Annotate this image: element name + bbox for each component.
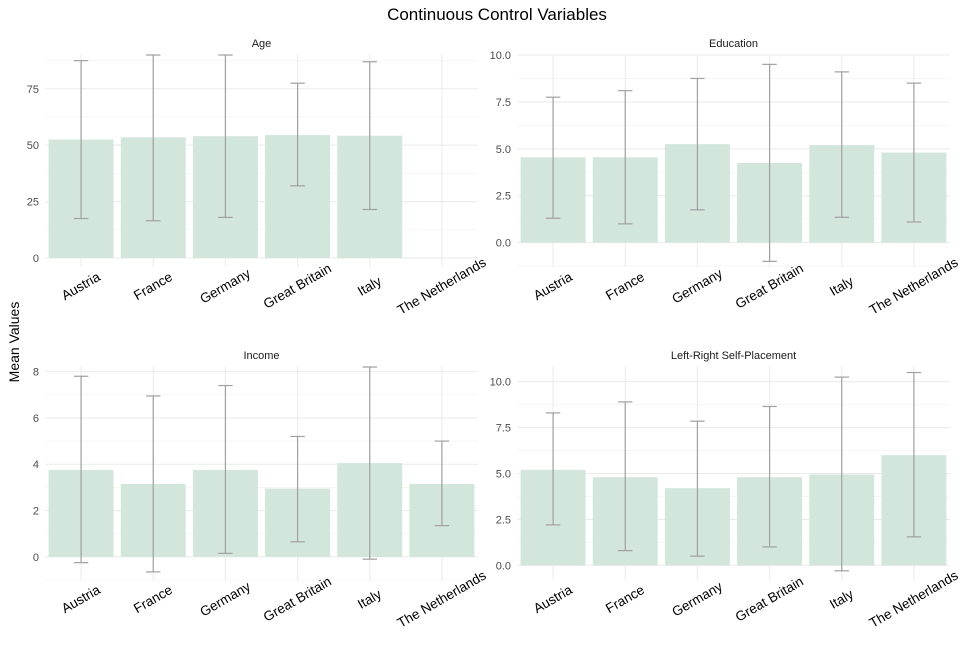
y-tick-label: 10.0 — [490, 50, 511, 62]
y-tick-label: 0 — [33, 253, 39, 265]
errorbar-the-netherlands — [434, 440, 450, 527]
x-tick-label-france: France — [603, 582, 647, 616]
errorbar-italy — [834, 71, 849, 218]
x-tick-label-italy: Italy — [355, 586, 384, 611]
y-tick-label: 25 — [27, 197, 39, 209]
x-tick-label-the-netherlands: The Netherlands — [867, 255, 960, 318]
errorbar-france — [146, 395, 161, 573]
y-tick-label: 75 — [27, 84, 39, 96]
panel-title: Age — [252, 38, 272, 50]
errorbar-italy — [834, 376, 849, 572]
errorbar-great-britain — [290, 435, 305, 543]
errorbar-france — [146, 54, 161, 222]
y-tick-label: 8 — [33, 367, 39, 379]
y-tick-label: 7.5 — [496, 97, 511, 109]
errorbar-austria — [73, 60, 89, 220]
panel-education: 0.0 2.5 5.0 7.5 10.0 Education Austria France Ge… — [490, 38, 960, 318]
y-tick-label: 5.0 — [496, 144, 511, 156]
chart-main-title: Continuous Control Variables — [387, 5, 607, 24]
panel-title: Left-Right Self-Placement — [671, 350, 796, 362]
errorbar-great-britain — [762, 63, 777, 262]
y-tick-label: 6 — [33, 413, 39, 425]
x-tick-label-italy: Italy — [827, 273, 856, 298]
y-tick-label: 0.0 — [496, 238, 511, 250]
errorbar-great-britain — [762, 405, 777, 548]
errorbar-great-britain — [290, 82, 305, 187]
errorbar-germany — [218, 54, 233, 218]
x-tick-label-austria: Austria — [59, 269, 103, 303]
y-tick-label: 2 — [33, 506, 39, 518]
y-tick-label: 0.0 — [496, 560, 511, 572]
y-tick-label: 50 — [27, 140, 39, 152]
x-tick-label-austria: Austria — [59, 582, 103, 616]
errorbar-germany — [218, 384, 233, 554]
x-tick-label-france: France — [603, 269, 647, 303]
x-tick-label-austria: Austria — [531, 582, 575, 616]
errorbar-germany — [690, 77, 705, 211]
panel-income: 0 2 4 6 8 Income Austria France Germany Great Bri… — [33, 350, 489, 631]
y-axis-label: Mean Values — [6, 302, 22, 383]
x-tick-label-the-netherlands: The Netherlands — [867, 568, 960, 631]
errorbar-italy — [362, 366, 377, 560]
y-tick-label: 0 — [33, 552, 39, 564]
errorbar-austria — [545, 96, 561, 219]
y-tick-label: 2.5 — [496, 191, 511, 203]
y-tick-label: 7.5 — [496, 423, 511, 435]
errorbar-italy — [362, 61, 377, 211]
errorbar-france — [618, 401, 633, 552]
panel-title: Education — [709, 38, 758, 50]
x-tick-label-italy: Italy — [355, 273, 384, 298]
errorbar-austria — [545, 412, 561, 526]
x-tick-label-germany: Germany — [669, 579, 725, 620]
x-tick-label-great-britain: Great Britain — [733, 261, 806, 312]
panel-title: Income — [243, 350, 279, 362]
y-tick-label: 2.5 — [496, 514, 511, 526]
x-tick-label-germany: Germany — [197, 579, 253, 620]
x-tick-label-germany: Germany — [669, 266, 725, 307]
x-tick-label-great-britain: Great Britain — [261, 261, 334, 312]
x-tick-label-austria: Austria — [531, 269, 575, 303]
y-tick-label: 10.0 — [490, 377, 511, 389]
x-tick-label-france: France — [131, 269, 175, 303]
x-tick-label-france: France — [131, 582, 175, 616]
panel-age: 0 25 50 75 Age Austria France Germany Great Brit… — [27, 38, 489, 318]
errorbar-the-netherlands — [906, 371, 922, 538]
panel-left-right-self-placement: 0.0 2.5 5.0 7.5 10.0 Left-Right Self-Placemen… — [490, 350, 960, 631]
errorbar-austria — [73, 375, 89, 564]
y-tick-label: 5.0 — [496, 469, 511, 481]
x-tick-label-italy: Italy — [827, 586, 856, 611]
y-tick-label: 4 — [33, 459, 39, 471]
errorbar-the-netherlands — [906, 82, 922, 223]
errorbar-germany — [690, 420, 705, 557]
x-tick-label-great-britain: Great Britain — [733, 574, 806, 625]
x-tick-label-great-britain: Great Britain — [261, 574, 334, 625]
errorbar-france — [618, 90, 633, 225]
x-tick-label-germany: Germany — [197, 266, 253, 307]
